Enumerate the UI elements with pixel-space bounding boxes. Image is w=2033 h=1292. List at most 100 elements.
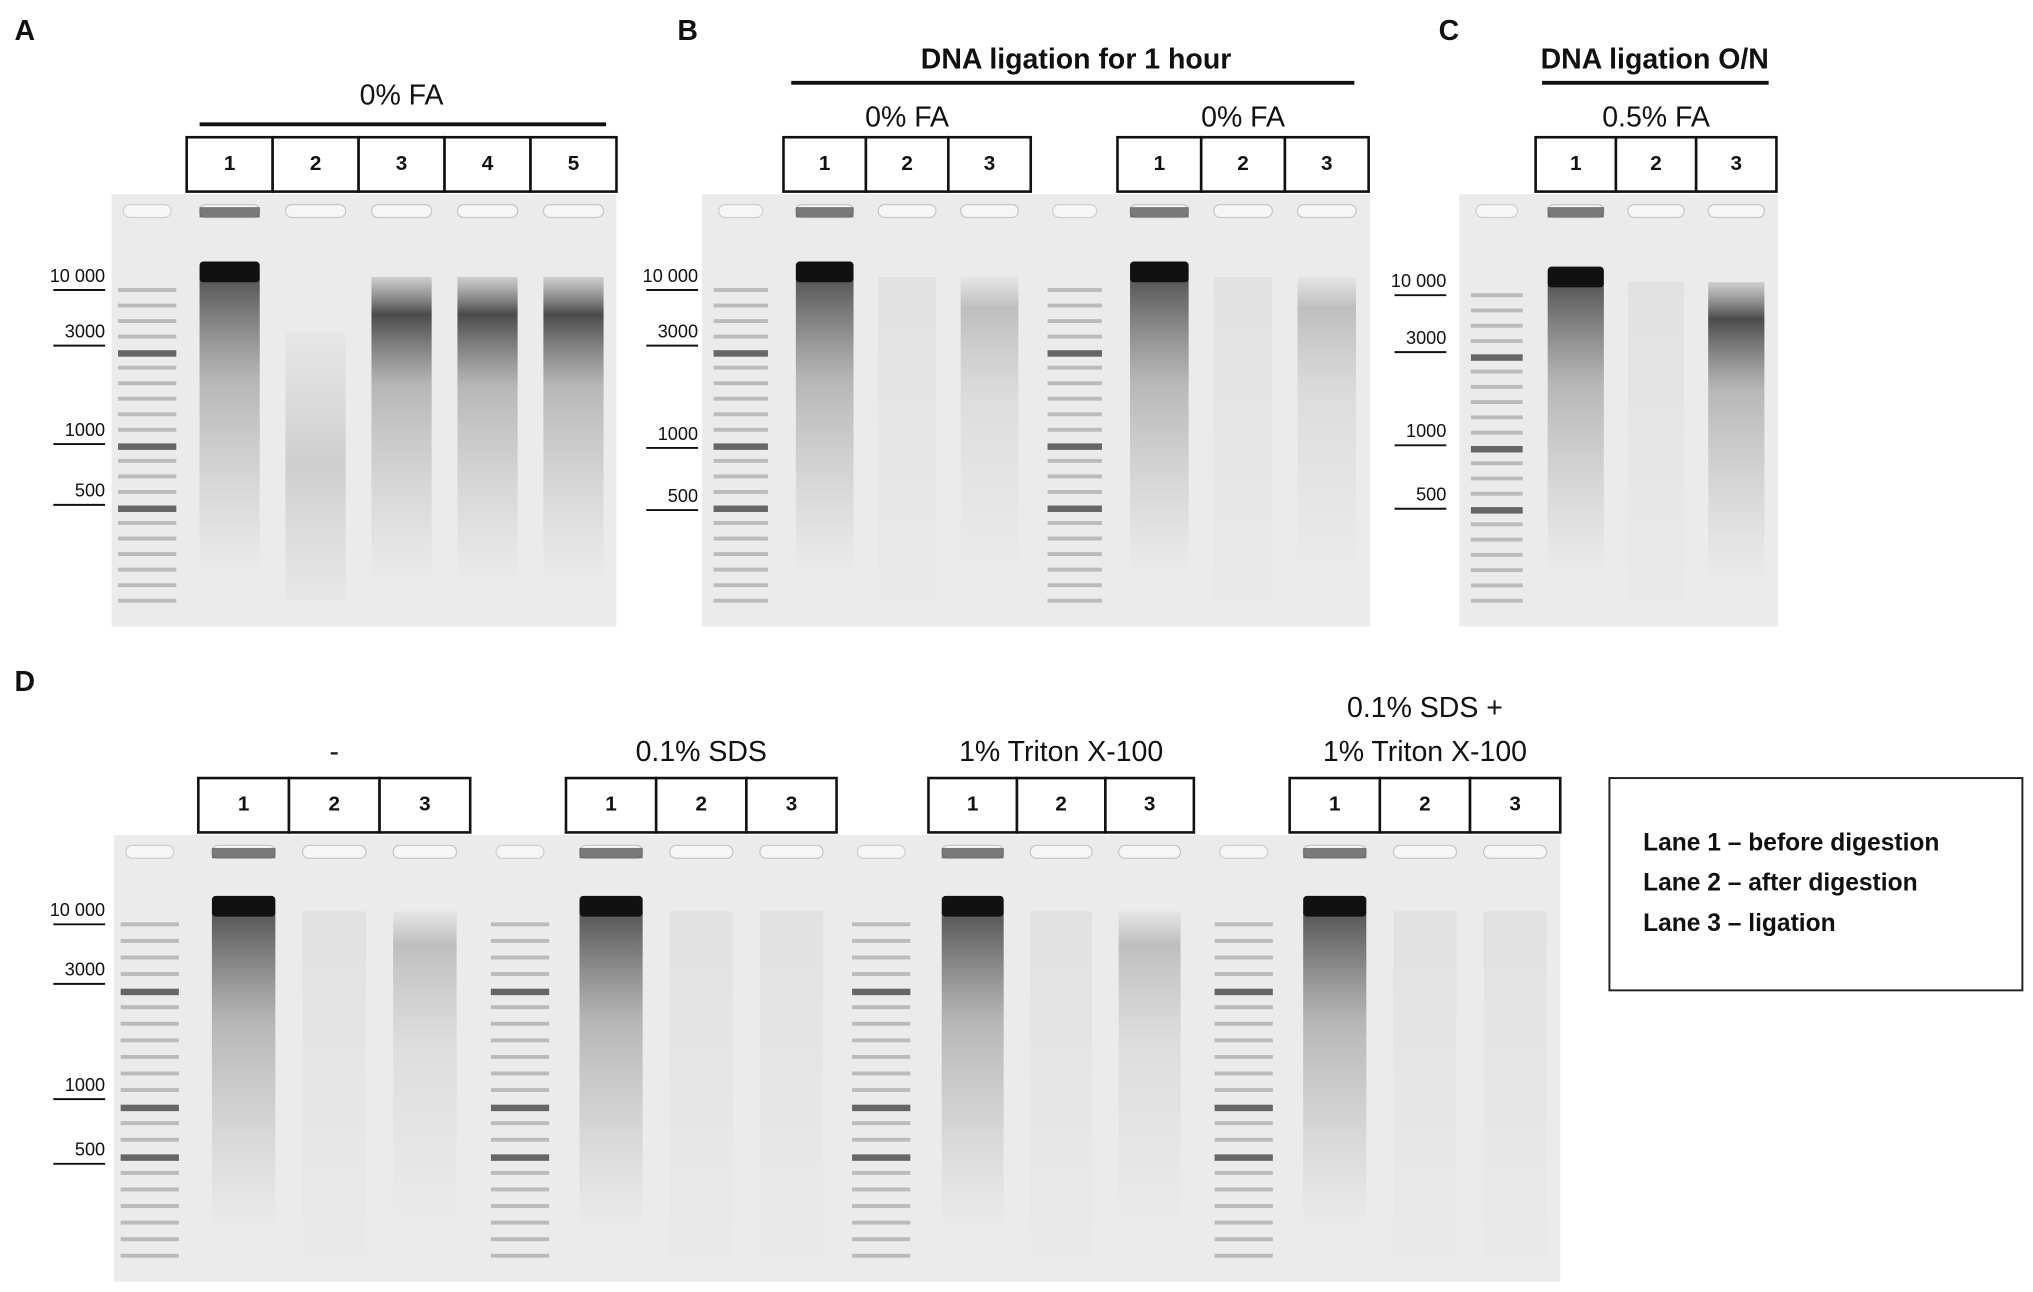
- ladder-band: [1214, 1204, 1273, 1208]
- ladder-band: [713, 443, 768, 450]
- lane-number: 1: [224, 152, 236, 175]
- ladder-band: [1047, 412, 1102, 417]
- ladder-band: [713, 288, 768, 292]
- marker-label: 10 000: [1391, 271, 1446, 291]
- ladder-band: [1214, 1137, 1273, 1142]
- well: [1482, 844, 1548, 859]
- ladder-band: [490, 1154, 550, 1161]
- ladder-band: [713, 536, 768, 541]
- lane-box: [378, 776, 472, 834]
- ladder-band: [490, 1170, 550, 1175]
- ladder-band: [1214, 1220, 1273, 1225]
- marker-label: 3000: [65, 960, 105, 980]
- ladder-band: [852, 1005, 911, 1010]
- group-title: 0.5% FA: [1602, 102, 1710, 134]
- ladder-band: [1470, 369, 1523, 374]
- ladder-band: [1047, 288, 1102, 292]
- well: [1296, 203, 1357, 219]
- ladder-band: [1047, 365, 1102, 370]
- lane-number: 2: [1055, 793, 1067, 816]
- ladder-band: [852, 1021, 911, 1026]
- well: [960, 203, 1020, 219]
- well: [1219, 844, 1269, 859]
- marker-label: 1000: [65, 1075, 105, 1095]
- ladder-band: [713, 303, 768, 308]
- ladder-band: [1047, 381, 1102, 386]
- ladder-band: [1214, 988, 1273, 996]
- well: [759, 844, 824, 859]
- ladder-band: [490, 1137, 550, 1142]
- lane-number: 3: [1509, 793, 1521, 816]
- band: [1130, 261, 1189, 283]
- smear: [371, 277, 432, 588]
- marker-label: 1000: [1406, 421, 1446, 441]
- ladder-band: [490, 955, 550, 960]
- ladder-band: [118, 583, 177, 588]
- ladder-band: [1214, 1104, 1273, 1112]
- ladder-band: [1470, 537, 1523, 542]
- lane-number: 5: [568, 152, 580, 175]
- legend-entry: Lane 1 – before digestion: [1643, 830, 1939, 857]
- ladder-band: [852, 1237, 911, 1242]
- ladder-band: [713, 474, 768, 479]
- ladder-band: [118, 427, 177, 432]
- ladder-band: [852, 1104, 911, 1112]
- ladder-band: [1047, 474, 1102, 479]
- ladder-band: [852, 1054, 911, 1059]
- ladder-band: [1047, 334, 1102, 339]
- ladder-band: [852, 938, 911, 943]
- lane-number: 3: [1731, 152, 1743, 175]
- well: [392, 844, 458, 859]
- lane-box: [1378, 776, 1472, 834]
- lane-box: [564, 776, 658, 834]
- smear: [1297, 277, 1357, 588]
- lane-number: 3: [1321, 152, 1333, 175]
- marker-label: 3000: [65, 321, 105, 341]
- ladder-band: [490, 1038, 550, 1043]
- smear: [393, 911, 457, 1243]
- ladder-band: [120, 1187, 179, 1192]
- panel-title: DNA ligation for 1 hour: [921, 43, 1232, 75]
- lane-number: 4: [482, 152, 494, 175]
- marker-label: 10 000: [50, 266, 105, 286]
- marker-label: 500: [668, 486, 698, 506]
- ladder-band: [713, 567, 768, 572]
- ladder-band: [118, 334, 177, 339]
- smear: [199, 277, 260, 575]
- ladder-band: [118, 474, 177, 479]
- ladder-band: [713, 552, 768, 557]
- ladder-band: [490, 1220, 550, 1225]
- ladder-band: [1470, 461, 1523, 466]
- lane-number: 1: [1570, 152, 1582, 175]
- lane-box: [745, 776, 838, 834]
- lane-number: 2: [901, 152, 913, 175]
- lane-number: 2: [1237, 152, 1249, 175]
- well-residue: [795, 207, 854, 218]
- ladder-band: [1214, 1253, 1273, 1258]
- ladder-band: [713, 319, 768, 323]
- ladder-band: [118, 490, 177, 494]
- ladder-band: [118, 303, 177, 308]
- lane-number: 1: [1329, 793, 1341, 816]
- lane-box: [947, 135, 1033, 193]
- lane-box: [529, 135, 618, 193]
- well: [1213, 203, 1274, 219]
- ladder-band: [852, 1071, 911, 1076]
- well: [301, 844, 367, 859]
- ladder-band: [1047, 427, 1102, 432]
- ladder-band: [120, 1038, 179, 1043]
- ladder-band: [1470, 293, 1523, 298]
- smear: [543, 277, 604, 588]
- ladder-band: [490, 1104, 550, 1112]
- marker-label: 1000: [658, 424, 698, 444]
- lane-number: 2: [1419, 793, 1431, 816]
- well-residue: [1303, 847, 1367, 859]
- smear: [1213, 277, 1273, 601]
- ladder-band: [120, 1137, 179, 1142]
- group-title: 1% Triton X-100: [959, 736, 1163, 768]
- ladder-band: [852, 988, 911, 996]
- smear: [302, 911, 366, 1256]
- ladder-band: [713, 350, 768, 357]
- smear: [1118, 911, 1181, 1243]
- ladder-band: [1470, 415, 1523, 420]
